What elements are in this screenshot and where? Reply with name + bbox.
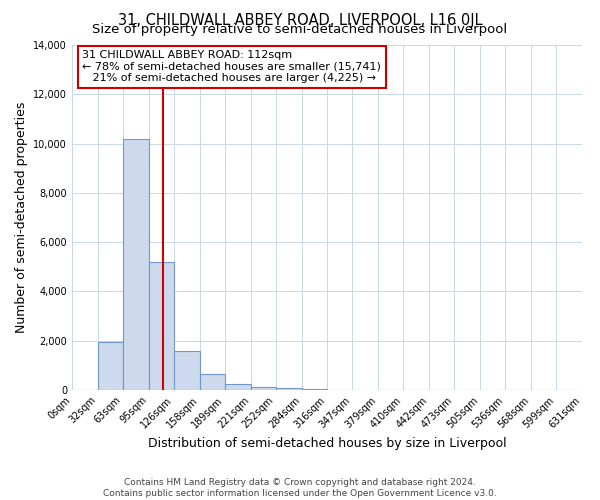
Text: 31 CHILDWALL ABBEY ROAD: 112sqm
← 78% of semi-detached houses are smaller (15,74: 31 CHILDWALL ABBEY ROAD: 112sqm ← 78% of…	[82, 50, 381, 84]
Bar	[149, 262, 174, 390]
Bar	[225, 384, 251, 390]
Text: 31, CHILDWALL ABBEY ROAD, LIVERPOOL, L16 0JL: 31, CHILDWALL ABBEY ROAD, LIVERPOOL, L16…	[118, 12, 482, 28]
Y-axis label: Number of semi-detached properties: Number of semi-detached properties	[15, 102, 28, 333]
Bar	[302, 389, 328, 390]
Bar	[251, 387, 275, 390]
Bar	[98, 342, 123, 390]
X-axis label: Distribution of semi-detached houses by size in Liverpool: Distribution of semi-detached houses by …	[148, 437, 506, 450]
Bar	[123, 138, 149, 390]
Bar	[174, 351, 200, 390]
Bar	[275, 388, 302, 390]
Text: Contains HM Land Registry data © Crown copyright and database right 2024.
Contai: Contains HM Land Registry data © Crown c…	[103, 478, 497, 498]
Bar	[200, 374, 225, 390]
Text: Size of property relative to semi-detached houses in Liverpool: Size of property relative to semi-detach…	[92, 22, 508, 36]
